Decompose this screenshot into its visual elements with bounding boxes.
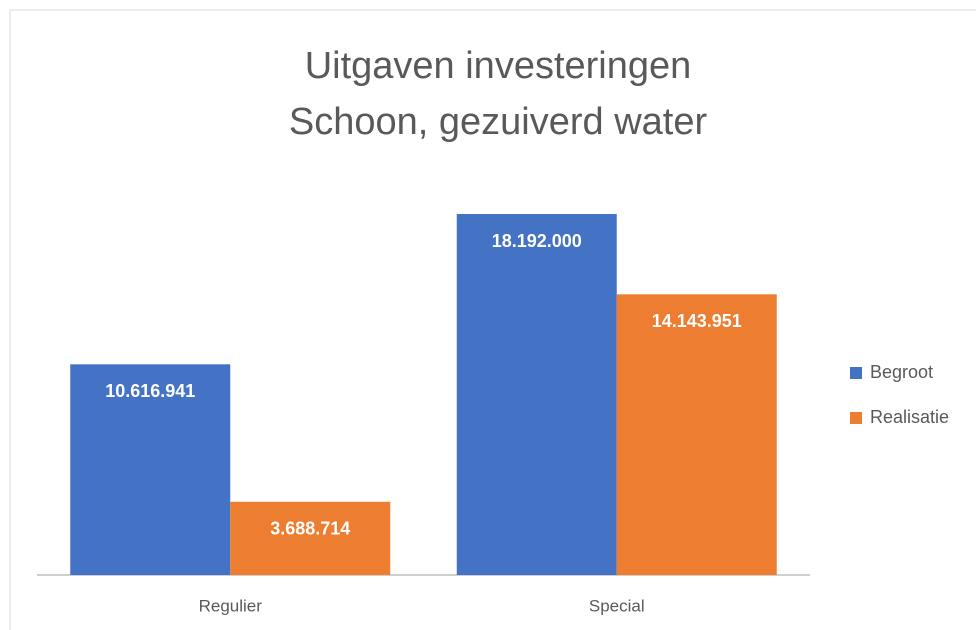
chart-title: Uitgaven investeringen xyxy=(305,45,692,87)
chart-title: Schoon, gezuiverd water xyxy=(289,101,708,143)
bar xyxy=(616,294,777,575)
legend-label: Realisatie xyxy=(870,407,949,427)
legend-swatch xyxy=(850,367,862,379)
data-label: 3.688.714 xyxy=(270,519,350,539)
legend-swatch xyxy=(850,412,862,424)
x-tick-label: Regulier xyxy=(199,596,263,615)
data-label: 18.192.000 xyxy=(492,231,582,251)
x-tick-label: Special xyxy=(589,596,645,615)
data-label: 10.616.941 xyxy=(105,381,195,401)
data-label: 14.143.951 xyxy=(652,311,742,331)
bar xyxy=(70,364,231,575)
bar xyxy=(456,214,617,575)
legend-label: Begroot xyxy=(870,362,933,382)
bar xyxy=(230,501,391,575)
